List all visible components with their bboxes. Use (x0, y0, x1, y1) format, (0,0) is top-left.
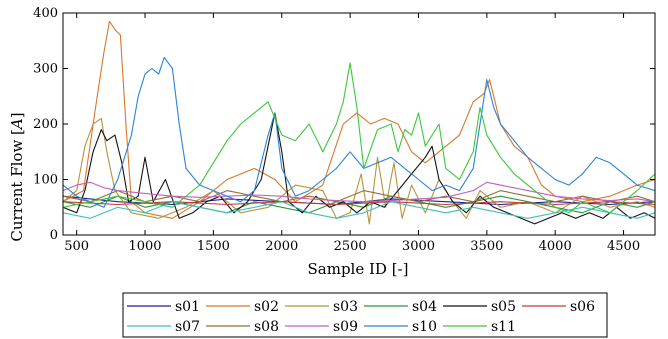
series-line-s02 (63, 20, 655, 219)
series-line-s11 (63, 62, 655, 214)
legend-label: s01 (175, 299, 200, 315)
x-tick-label: 2000 (265, 239, 298, 254)
x-tick-label: 1000 (128, 239, 161, 254)
legend-entry-s01: s01 (127, 299, 200, 315)
series-line-s06 (63, 201, 655, 206)
x-tick-label: 1500 (197, 239, 230, 254)
legend-entry-s08: s08 (206, 319, 279, 335)
legend-entry-s09: s09 (285, 319, 358, 335)
y-tick-label: 200 (33, 117, 58, 132)
axes: 500 1000 1500 2000 2500 3000 3500 4000 4500 0 100 2… (33, 6, 656, 254)
legend-entry-s07: s07 (127, 319, 200, 335)
legend-entry-s04: s04 (364, 299, 437, 315)
series-line-s05 (63, 112, 655, 225)
legend-entry-s11: s11 (443, 319, 516, 335)
legend-label: s07 (175, 319, 200, 335)
legend-label: s02 (254, 299, 279, 315)
legend-label: s04 (412, 299, 437, 315)
legend-label: s03 (333, 299, 358, 315)
legend: s01 s02 s03 s04 s05 s06 s07 s08 s09 s10 s11 (122, 292, 608, 338)
y-tick-label: 300 (33, 62, 58, 77)
legend-box (122, 292, 608, 338)
y-tick-label: 100 (33, 173, 58, 188)
x-tick-label: 500 (64, 239, 89, 254)
legend-entry-s03: s03 (285, 299, 358, 315)
legend-label: s09 (333, 319, 358, 335)
x-tick-label: 3000 (402, 239, 435, 254)
x-tick-label: 3500 (470, 239, 503, 254)
series-line-s03 (63, 117, 655, 225)
x-tick-label: 4000 (539, 239, 572, 254)
x-tick-label: 4500 (607, 239, 640, 254)
legend-entry-s02: s02 (206, 299, 279, 315)
legend-label: s10 (412, 319, 437, 335)
legend-label: s11 (491, 319, 516, 335)
y-tick-label: 0 (50, 228, 58, 243)
legend-entry-s06: s06 (522, 299, 595, 315)
legend-label: s05 (491, 299, 516, 315)
legend-entry-s05: s05 (443, 299, 516, 315)
series-line-s09 (63, 181, 655, 203)
legend-label: s06 (570, 299, 595, 315)
y-axis-label: Current Flow [A] (8, 112, 26, 241)
legend-label: s08 (254, 319, 279, 335)
y-tick-label: 400 (33, 6, 58, 21)
legend-entry-s10: s10 (364, 319, 437, 335)
series-layer (63, 20, 655, 225)
series-line-s10 (63, 56, 655, 208)
x-tick-label: 2500 (334, 239, 367, 254)
series-line-s08 (63, 190, 655, 203)
x-axis-label: Sample ID [-] (308, 260, 409, 278)
